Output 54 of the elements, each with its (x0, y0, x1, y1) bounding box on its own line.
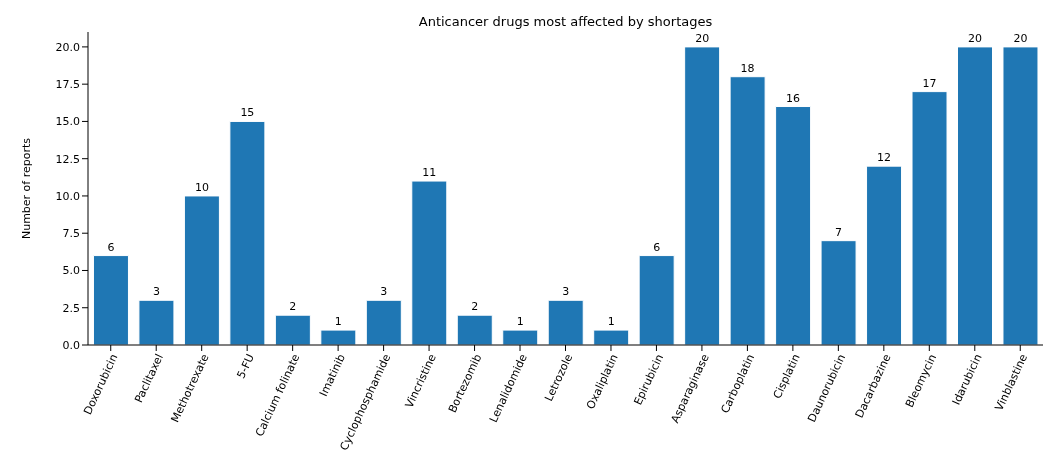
bar (684, 46, 721, 345)
data-label: 12 (877, 151, 892, 165)
bar (229, 120, 266, 345)
data-label: 7 (835, 225, 843, 239)
chart-title: Anticancer drugs most affected by shortages (417, 14, 714, 29)
y-tick-label: 12.5 (55, 152, 80, 166)
data-label: 6 (653, 240, 661, 254)
y-tick-label: 0.0 (62, 338, 80, 352)
y-tick-label: 2.5 (62, 301, 80, 315)
data-label: 2 (289, 300, 297, 314)
y-tick-label: 20.0 (55, 40, 80, 54)
data-label: 3 (562, 285, 570, 299)
bar (411, 180, 448, 345)
data-label: 11 (422, 166, 437, 180)
y-tick-label: 10.0 (55, 189, 80, 203)
data-label: 17 (922, 76, 937, 90)
data-label: 6 (107, 240, 115, 254)
bar (320, 329, 357, 345)
data-label: 16 (786, 91, 801, 105)
bar (1002, 46, 1039, 345)
data-label: 1 (334, 315, 342, 329)
y-axis-title: Number of reports (19, 137, 33, 240)
data-label: 2 (471, 300, 479, 314)
bar (138, 299, 175, 345)
bar (820, 240, 857, 345)
data-label: 15 (240, 106, 255, 120)
bar (547, 299, 584, 345)
bar (866, 165, 903, 345)
data-label: 20 (1013, 31, 1028, 45)
y-tick-label: 17.5 (55, 78, 80, 92)
data-label: 1 (516, 315, 524, 329)
y-tick-label: 7.5 (62, 227, 80, 241)
bar (638, 255, 675, 345)
data-label: 18 (740, 61, 755, 75)
bar (729, 76, 766, 345)
x-tick-label: 5-FU (234, 352, 257, 381)
data-label: 20 (695, 31, 710, 45)
bar (911, 91, 948, 345)
data-label: 1 (607, 315, 615, 329)
bar (456, 314, 493, 345)
bar (502, 329, 539, 345)
bar (183, 195, 220, 345)
bar (957, 46, 993, 345)
bar (365, 299, 402, 345)
y-tick-label: 15.0 (55, 115, 80, 129)
data-label: 10 (194, 180, 209, 194)
bar (593, 329, 630, 345)
bar (92, 255, 129, 345)
bar (775, 106, 812, 345)
data-label: 3 (380, 285, 388, 299)
y-tick-label: 5.0 (62, 264, 80, 278)
data-label: 20 (968, 31, 982, 45)
bar (274, 314, 311, 345)
data-label: 3 (152, 285, 160, 299)
